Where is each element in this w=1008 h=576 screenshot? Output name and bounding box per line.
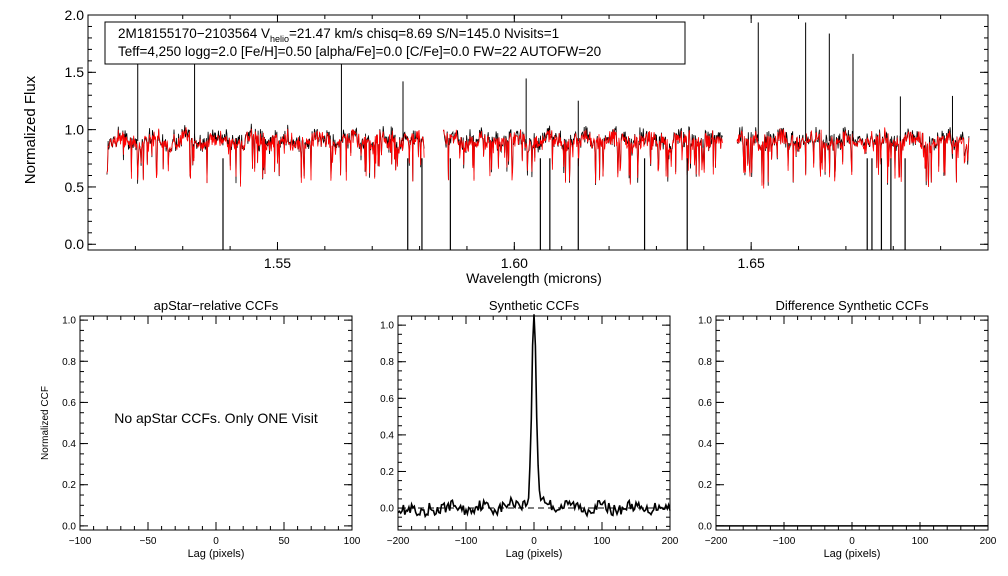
- synthetic-ccf-ytick-label-2: 0.4: [380, 430, 394, 441]
- synthetic-ccf-xtick-label-2: 0: [531, 536, 537, 547]
- apstar-ccf-xtick-label-1: −50: [140, 536, 157, 547]
- synthetic-spectrum-chip-0: [106, 127, 425, 187]
- synthetic-ccf-xtick-label-0: −200: [387, 536, 410, 547]
- synthetic-ccf-xtick-label-4: 200: [662, 536, 679, 547]
- observed-spectrum-chip-1: [442, 125, 723, 186]
- synthetic-ccf-title: Synthetic CCFs: [489, 298, 580, 313]
- spectrum-panel: 1.55 1.60 1.65 0.0 0.5 1.0 1.5 2.0 Normalized F…: [22, 7, 989, 286]
- synthetic-ccf-axes-frame: [397, 315, 671, 531]
- spectrum-annotation-line1: 2M18155170−2103564 Vhelio=21.47 km/s chi…: [118, 26, 559, 44]
- apstar-ccf-ytick-label-3: 0.6: [62, 398, 76, 409]
- spectrum-ytick-label-1: 0.5: [65, 179, 85, 195]
- synthetic-ccf-panel: Synthetic CCFs −200 −100 0 100 200 0.0 0.2 0.4 0…: [380, 298, 679, 560]
- apstar-ccf-ytick-label-2: 0.4: [62, 439, 76, 450]
- apstar-ccf-ytick-label-5: 1.0: [62, 316, 76, 327]
- apstar-ccf-xtick-label-3: 50: [278, 536, 290, 547]
- synthetic-ccf-ytick-label-5: 1.0: [380, 321, 394, 332]
- difference-ccf-xtick-label-1: −100: [773, 536, 796, 547]
- synthetic-ccf-ytick-label-3: 0.6: [380, 394, 394, 405]
- apstar-ccf-note: No apStar CCFs. Only ONE Visit: [114, 410, 318, 426]
- annotation-fit-stats: =21.47 km/s chisq=8.69 S/N=145.0 Nvisits…: [289, 26, 559, 41]
- apstar-ccf-xlabel: Lag (pixels): [188, 548, 245, 560]
- apstar-ccf-ytick-label-0: 0.0: [62, 521, 76, 532]
- apstar-ccf-xtick-label-2: 0: [213, 536, 219, 547]
- apstar-ccf-panel: apStar−relative CCFs −100 −50 0 50 100 0.0 0.2…: [40, 298, 361, 560]
- difference-ccf-title: Difference Synthetic CCFs: [776, 298, 929, 313]
- difference-ccf-panel: Difference Synthetic CCFs −200 −100 0 100 20…: [698, 298, 997, 560]
- annotation-star-id: 2M18155170−2103564 V: [118, 26, 270, 41]
- difference-ccf-xtick-label-3: 100: [912, 536, 929, 547]
- difference-ccf-ytick-label-4: 0.8: [698, 357, 712, 368]
- difference-ccf-axes-frame: [715, 315, 989, 531]
- spectrum-ytick-label-3: 1.5: [65, 64, 85, 80]
- difference-ccf-ytick-label-1: 0.2: [698, 480, 712, 491]
- spectrum-xlabel: Wavelength (microns): [466, 270, 602, 286]
- apstar-ccf-ytick-label-4: 0.8: [62, 357, 76, 368]
- spectrum-ticks: 1.55 1.60 1.65 0.0 0.5 1.0 1.5 2.0: [65, 7, 989, 271]
- synthetic-ccf-ytick-label-4: 0.8: [380, 357, 394, 368]
- apstar-ccf-ticks: −100 −50 0 50 100 0.0 0.2 0.4 0.6 0.8 1.0: [62, 316, 361, 547]
- spectrum-annotation-line2: Teff=4,250 logg=2.0 [Fe/H]=0.50 [alpha/F…: [118, 44, 601, 59]
- spectrum-masked-lines: [222, 158, 906, 250]
- spectrum-xtick-label-1: 1.60: [501, 255, 528, 271]
- difference-ccf-xtick-label-0: −200: [705, 536, 728, 547]
- apstar-ccf-title: apStar−relative CCFs: [154, 298, 279, 313]
- synthetic-ccf-xlabel: Lag (pixels): [506, 548, 563, 560]
- difference-ccf-xtick-label-2: 0: [849, 536, 855, 547]
- synthetic-ccf-ytick-label-1: 0.2: [380, 467, 394, 478]
- synthetic-ccf-line: [397, 314, 671, 519]
- apstar-ccf-ytick-label-1: 0.2: [62, 480, 76, 491]
- apstar-ccf-ylabel: Normalized CCF: [40, 386, 51, 460]
- annotation-vhelio-subscript: helio: [270, 34, 289, 44]
- difference-ccf-ytick-label-3: 0.6: [698, 398, 712, 409]
- difference-ccf-ytick-label-5: 1.0: [698, 316, 712, 327]
- spectrum-xtick-label-0: 1.55: [264, 255, 291, 271]
- spectrum-legend-box: [104, 21, 686, 65]
- synthetic-ccf-ytick-label-0: 0.0: [380, 504, 394, 515]
- difference-ccf-ytick-label-2: 0.4: [698, 439, 712, 450]
- difference-ccf-ticks: −200 −100 0 100 200 0.0 0.2 0.4 0.6 0.8 1.0: [698, 316, 997, 547]
- spectrum-ytick-label-0: 0.0: [65, 236, 85, 252]
- spectrum-ytick-label-2: 1.0: [65, 122, 85, 138]
- synthetic-ccf-plot: [397, 314, 671, 519]
- spectrum-spikes: [137, 22, 953, 142]
- difference-ccf-xtick-label-4: 200: [980, 536, 997, 547]
- synthetic-ccf-ticks: −200 −100 0 100 200 0.0 0.2 0.4 0.6 0.8 1.0: [380, 315, 679, 547]
- synthetic-ccf-xtick-label-1: −100: [455, 536, 478, 547]
- synthetic-ccf-xtick-label-3: 100: [594, 536, 611, 547]
- difference-ccf-xlabel: Lag (pixels): [824, 548, 881, 560]
- spectrum-ytick-label-4: 2.0: [65, 7, 85, 23]
- synthetic-spectrum-chip-1: [442, 129, 723, 185]
- apstar-ccf-xtick-label-0: −100: [69, 536, 92, 547]
- spectrum-axes-frame: [87, 14, 989, 251]
- spectrum-xtick-label-2: 1.65: [738, 255, 765, 271]
- apstar-ccf-xtick-label-4: 100: [344, 536, 361, 547]
- difference-ccf-ytick-label-0: 0.0: [698, 521, 712, 532]
- spectrum-ylabel: Normalized Flux: [22, 75, 39, 184]
